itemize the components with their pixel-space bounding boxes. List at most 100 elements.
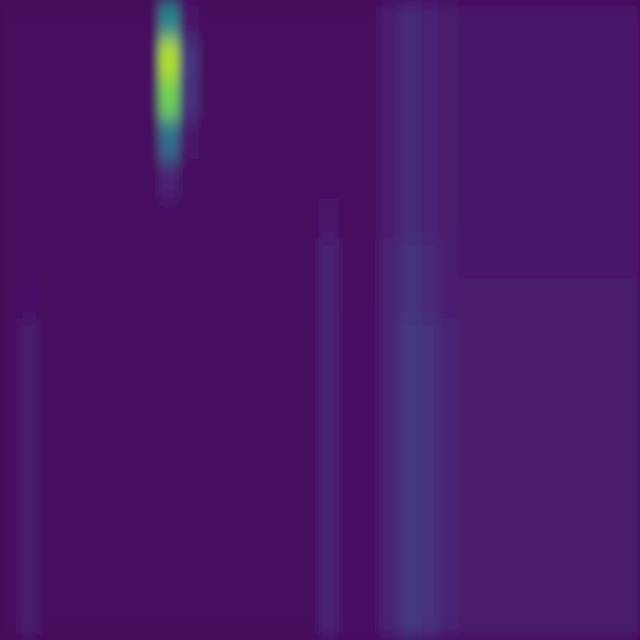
heatmap-cell — [339, 279, 361, 321]
plot-background — [0, 0, 640, 640]
heatmap-cell — [559, 559, 581, 601]
heatmap-cell — [299, 559, 321, 601]
heatmap-cell — [539, 79, 561, 121]
heatmap-cell — [99, 119, 121, 161]
heatmap-cell — [199, 599, 221, 640]
heatmap-cell — [539, 319, 561, 361]
heatmap-cell — [59, 39, 81, 81]
heatmap-cell — [199, 39, 221, 81]
heatmap-cell — [119, 239, 141, 281]
heatmap-cell — [559, 479, 581, 521]
heatmap-cell — [479, 279, 501, 321]
heatmap-cell — [579, 39, 601, 81]
heatmap-cell — [19, 559, 41, 601]
heatmap-cell — [379, 479, 401, 521]
heatmap-cell — [279, 279, 301, 321]
heatmap-cell — [399, 519, 421, 561]
heatmap-cell — [479, 559, 501, 601]
heatmap-cell — [39, 599, 61, 640]
heatmap-cell — [199, 479, 221, 521]
heatmap-cell — [239, 239, 261, 281]
heatmap-cell — [39, 159, 61, 201]
heatmap-cell — [479, 359, 501, 401]
heatmap-cell — [579, 279, 601, 321]
heatmap-cell — [399, 0, 421, 41]
heatmap-cell — [59, 199, 81, 241]
heatmap-cell — [119, 359, 141, 401]
heatmap-cell — [419, 479, 441, 521]
heatmap-cell — [599, 559, 621, 601]
heatmap-cell — [339, 559, 361, 601]
heatmap-cell — [599, 159, 621, 201]
heatmap-cell — [239, 319, 261, 361]
heatmap-cell — [499, 399, 521, 441]
heatmap-cell — [439, 519, 461, 561]
heatmap-cell — [199, 279, 221, 321]
heatmap-cell — [299, 159, 321, 201]
heatmap-cell — [99, 359, 121, 401]
heatmap-cell — [79, 519, 101, 561]
heatmap-cell — [279, 199, 301, 241]
heatmap-cell — [0, 0, 21, 41]
heatmap-cell — [259, 519, 281, 561]
heatmap-cell — [359, 479, 381, 521]
heatmap-cell — [399, 199, 421, 241]
heatmap-cell — [79, 559, 101, 601]
heatmap-cell — [259, 439, 281, 481]
heatmap-cell — [319, 359, 341, 401]
heatmap-cell — [159, 159, 181, 201]
heatmap-cell — [199, 79, 221, 121]
heatmap-cell — [379, 399, 401, 441]
heatmap-cell — [319, 439, 341, 481]
heatmap-cell — [139, 39, 161, 81]
heatmap-cell — [479, 79, 501, 121]
heatmap-cell — [379, 0, 401, 41]
heatmap-cell — [499, 519, 521, 561]
heatmap-cell — [19, 279, 41, 321]
heatmap-cell — [379, 279, 401, 321]
heatmap-cell — [499, 39, 521, 81]
heatmap-cell — [359, 279, 381, 321]
heatmap-cell — [59, 159, 81, 201]
heatmap-cell — [399, 79, 421, 121]
heatmap-cell — [579, 399, 601, 441]
heatmap-cell — [139, 119, 161, 161]
heatmap-cell — [359, 399, 381, 441]
heatmap-cell — [579, 599, 601, 640]
heatmap-cell — [599, 279, 621, 321]
heatmap-cell — [319, 319, 341, 361]
heatmap-cell — [459, 159, 481, 201]
heatmap-cell — [419, 439, 441, 481]
heatmap-cell — [459, 0, 481, 41]
heatmap-cell — [499, 479, 521, 521]
heatmap-cell — [139, 439, 161, 481]
heatmap-cell — [419, 559, 441, 601]
heatmap-cell — [619, 559, 640, 601]
heatmap-cell — [539, 39, 561, 81]
heatmap-cell — [39, 519, 61, 561]
heatmap-cell — [59, 519, 81, 561]
heatmap-cell — [279, 319, 301, 361]
heatmap-cell — [359, 439, 381, 481]
heatmap-cell — [99, 559, 121, 601]
heatmap-cell — [339, 0, 361, 41]
heatmap-cell — [179, 79, 201, 121]
heatmap-cell — [619, 199, 640, 241]
heatmap-cell — [379, 159, 401, 201]
heatmap-cell — [459, 519, 481, 561]
heatmap-cell — [519, 0, 541, 41]
heatmap-cell — [119, 439, 141, 481]
heatmap-cell — [459, 79, 481, 121]
heatmap-cell — [399, 439, 421, 481]
heatmap-cell — [339, 39, 361, 81]
heatmap-cell — [419, 239, 441, 281]
heatmap-cell — [79, 159, 101, 201]
heatmap-cell — [79, 119, 101, 161]
heatmap-cell — [299, 399, 321, 441]
heatmap-cell — [219, 319, 241, 361]
heatmap-cell — [519, 319, 541, 361]
heatmap-cell — [359, 519, 381, 561]
heatmap-cell — [0, 399, 21, 441]
heatmap-cell — [179, 119, 201, 161]
heatmap-cell — [619, 159, 640, 201]
